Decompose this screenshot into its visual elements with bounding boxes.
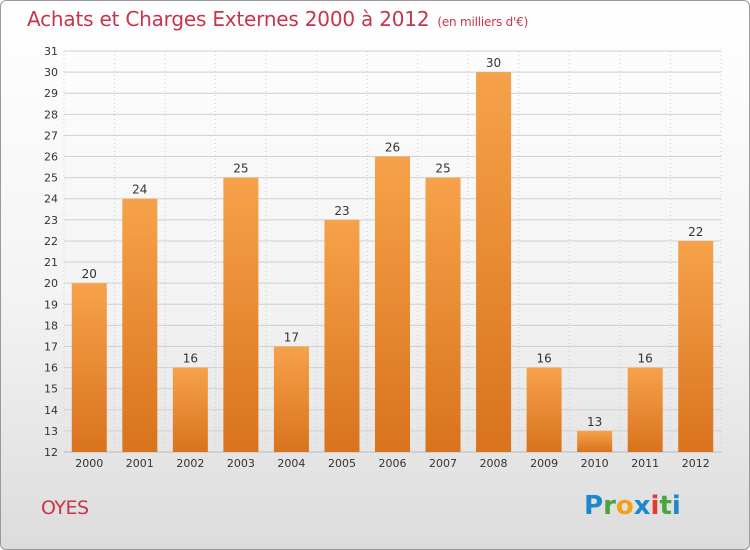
x-tick-label-2001: 2001 bbox=[126, 457, 154, 470]
y-tick-label: 18 bbox=[44, 319, 58, 332]
value-label-2002: 16 bbox=[183, 352, 198, 366]
chart-subtitle: (en milliers d'€) bbox=[437, 15, 529, 29]
bar-2009 bbox=[526, 367, 562, 452]
commune-name: OYES bbox=[41, 497, 89, 519]
x-tick-label-2012: 2012 bbox=[682, 457, 710, 470]
bar-2012 bbox=[678, 240, 714, 452]
x-tick-label-2006: 2006 bbox=[379, 457, 407, 470]
bar-2008 bbox=[476, 72, 512, 453]
y-tick-label: 16 bbox=[44, 362, 58, 375]
chart-title: Achats et Charges Externes 2000 à 2012 (e… bbox=[27, 7, 528, 31]
x-tick-label-2005: 2005 bbox=[328, 457, 356, 470]
y-tick-label: 15 bbox=[44, 383, 58, 396]
y-tick-label: 23 bbox=[44, 214, 58, 227]
bar-2010 bbox=[577, 430, 613, 452]
value-label-2009: 16 bbox=[536, 352, 551, 366]
y-tick-label: 26 bbox=[44, 151, 58, 164]
x-tick-label-2000: 2000 bbox=[75, 457, 103, 470]
y-tick-label: 12 bbox=[44, 446, 58, 459]
bar-2002 bbox=[172, 367, 208, 452]
bar-2011 bbox=[627, 367, 663, 452]
y-axis-labels: 12 13 14 15 16 17 18 19 20 21 22 23 24 25 26 27 28 29 30 31 bbox=[44, 45, 58, 459]
y-tick-label: 31 bbox=[44, 45, 58, 58]
bar-2006 bbox=[375, 156, 410, 453]
proxiti-logo: Proxiti bbox=[584, 491, 681, 521]
bar-2004 bbox=[273, 346, 309, 452]
y-tick-label: 28 bbox=[44, 108, 58, 121]
x-tick-label-2004: 2004 bbox=[277, 457, 305, 470]
y-tick-label: 27 bbox=[44, 129, 58, 142]
value-label-2004: 17 bbox=[284, 330, 299, 344]
value-label-2012: 22 bbox=[688, 225, 703, 239]
y-tick-label: 17 bbox=[44, 340, 58, 353]
bar-2005 bbox=[324, 219, 360, 452]
x-axis-labels: 2000 2001 2002 2003 2004 2005 2006 2007 2008 2009… bbox=[75, 457, 709, 470]
y-tick-label: 20 bbox=[44, 277, 58, 290]
y-tick-label: 19 bbox=[44, 298, 58, 311]
y-tick-label: 29 bbox=[44, 87, 58, 100]
x-tick-label-2011: 2011 bbox=[631, 457, 659, 470]
value-label-2000: 20 bbox=[82, 267, 97, 281]
y-tick-label: 21 bbox=[44, 256, 58, 269]
x-tick-label-2010: 2010 bbox=[581, 457, 609, 470]
bar-2003 bbox=[223, 177, 259, 452]
y-tick-label: 13 bbox=[44, 425, 58, 438]
y-tick-label: 24 bbox=[44, 193, 58, 206]
value-label-2005: 23 bbox=[334, 204, 349, 218]
x-tick-label-2003: 2003 bbox=[227, 457, 255, 470]
value-label-2011: 16 bbox=[638, 352, 653, 366]
bar-2001 bbox=[122, 198, 158, 452]
value-label-2007: 25 bbox=[435, 162, 450, 176]
value-labels: 20 24 16 25 17 23 26 25 30 16 13 16 22 bbox=[82, 56, 704, 429]
bar-2007 bbox=[425, 177, 461, 452]
x-tick-label-2002: 2002 bbox=[176, 457, 204, 470]
value-label-2008: 30 bbox=[486, 56, 501, 70]
bars bbox=[71, 72, 714, 453]
y-tick-label: 25 bbox=[44, 172, 58, 185]
x-tick-label-2009: 2009 bbox=[530, 457, 558, 470]
value-label-2010: 13 bbox=[587, 415, 602, 429]
x-tick-label-2007: 2007 bbox=[429, 457, 457, 470]
bar-2000 bbox=[71, 283, 107, 452]
value-label-2006: 26 bbox=[385, 141, 400, 155]
y-tick-label: 30 bbox=[44, 66, 58, 79]
y-tick-label: 22 bbox=[44, 235, 58, 248]
chart-title-text: Achats et Charges Externes 2000 à 2012 bbox=[27, 7, 430, 31]
value-label-2003: 25 bbox=[233, 162, 248, 176]
value-label-2001: 24 bbox=[132, 183, 147, 197]
y-tick-label: 14 bbox=[44, 404, 58, 417]
x-tick-label-2008: 2008 bbox=[480, 457, 508, 470]
